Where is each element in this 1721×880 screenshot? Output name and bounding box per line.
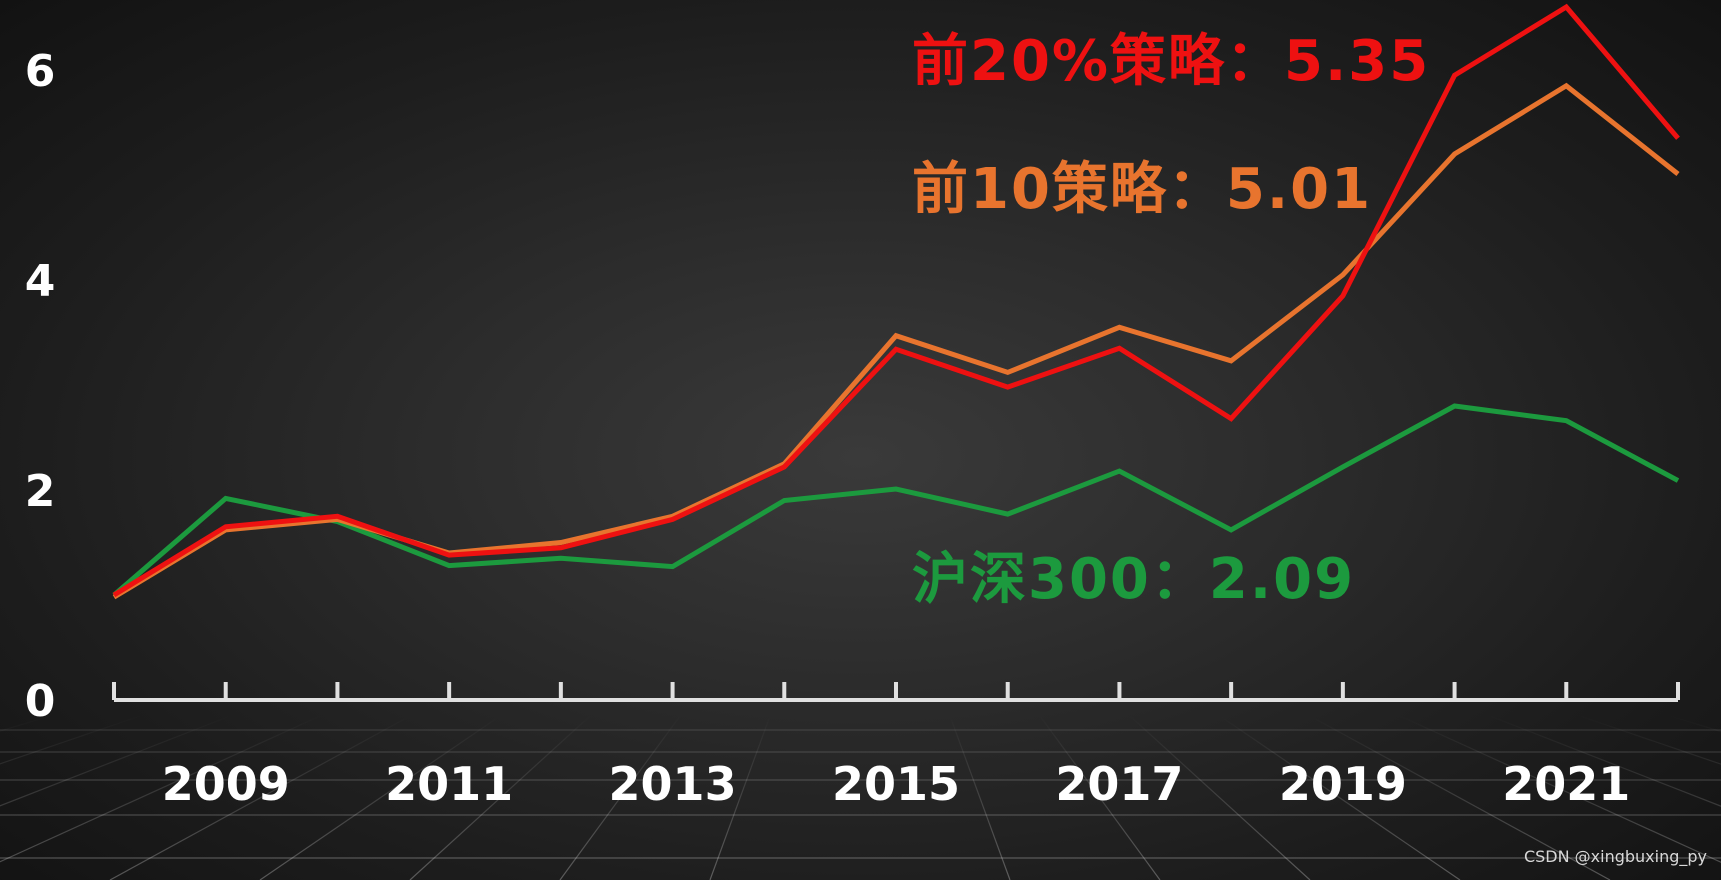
y-tick-label: 2 <box>25 466 56 517</box>
annotation-top10: 前10策略：5.01 <box>912 157 1372 222</box>
floor-grid-line <box>259 714 502 880</box>
x-tick-label: 2013 <box>609 757 737 811</box>
x-tick-label: 2017 <box>1055 757 1183 811</box>
x-axis <box>112 682 1680 702</box>
floor-grid-line <box>1397 714 1721 863</box>
floor-grid-line <box>409 714 592 880</box>
floor-grid-line <box>0 714 54 732</box>
floor-grid-line <box>949 714 1011 880</box>
x-tick-label: 2009 <box>162 757 290 811</box>
series-line-top20 <box>112 3 1680 598</box>
perspective-floor-grid <box>0 714 1721 880</box>
x-tick-label: 2021 <box>1502 757 1630 811</box>
y-tick-label: 4 <box>25 256 56 307</box>
x-tick-label: 2019 <box>1279 757 1407 811</box>
y-tick-label: 6 <box>25 46 56 97</box>
floor-grid-line <box>1576 714 1721 765</box>
floor-grid-line <box>1487 714 1721 807</box>
annotation-top20: 前20%策略：5.35 <box>912 29 1430 94</box>
x-tick-label: 2011 <box>385 757 513 811</box>
x-tick-labels: 2009 2011 2013 2015 2017 2019 2021 <box>162 757 1631 811</box>
series-line-hs300 <box>112 403 1680 597</box>
floor-grid-line <box>0 714 233 807</box>
floor-grid-line <box>559 714 682 880</box>
floor-grid-line <box>1218 714 1461 880</box>
floor-grid-line <box>1128 714 1311 880</box>
annotation-hs300: 沪深300：2.09 <box>912 547 1355 612</box>
floor-grid-line <box>0 714 323 863</box>
floor-grid-line <box>109 714 413 880</box>
floor-grid-line <box>1307 714 1611 880</box>
y-tick-labels: 0 2 4 6 <box>25 46 56 727</box>
watermark: CSDN @xingbuxing_py <box>1523 847 1707 866</box>
floor-grid-line <box>709 714 771 880</box>
floor-grid-line <box>0 714 144 765</box>
floor-grid-line <box>1038 714 1161 880</box>
y-tick-label: 0 <box>25 676 56 727</box>
series-lines <box>112 3 1680 600</box>
x-tick-label: 2015 <box>832 757 960 811</box>
